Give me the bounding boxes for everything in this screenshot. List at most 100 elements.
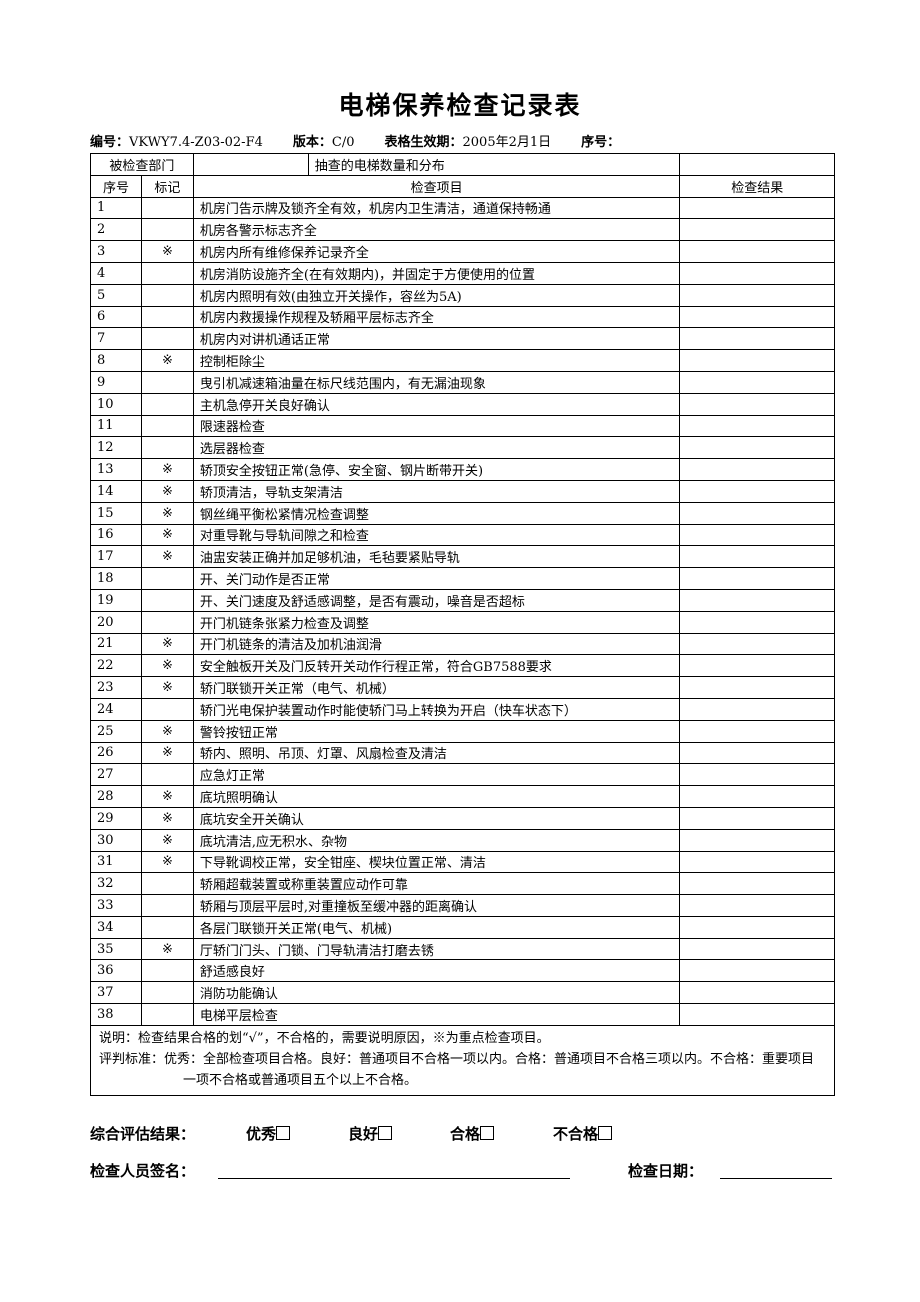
item-result (679, 501, 835, 525)
item-text: 机房内对讲机通话正常 (192, 327, 681, 351)
item-number: 11 (90, 414, 142, 438)
item-text: 开门机链条的清洁及加机油润滑 (192, 632, 681, 656)
item-text: 轿顶清洁，导轨支架清洁 (192, 479, 681, 503)
item-text: 曳引机减速箱油量在标尺线范围内，有无漏油现象 (192, 370, 681, 394)
item-mark: ※ (140, 458, 194, 481)
item-mark (140, 414, 194, 438)
meta-item: 版本：C/0 (293, 131, 355, 150)
item-row: 31 ※ 下导靴调校正常，安全钳座、楔块位置正常、清洁 (90, 850, 835, 874)
item-mark: ※ (140, 501, 194, 525)
item-mark (140, 283, 194, 307)
item-number: 30 (90, 828, 142, 852)
item-row: 4 机房消防设施齐全(在有效期内)，并固定于方便使用的位置 (90, 261, 835, 285)
item-number: 4 (90, 261, 142, 285)
item-text: 电梯平层检查 (192, 1003, 681, 1026)
note: 说明：检查结果合格的划“√”，不合格的，需要说明原因，※为重点检查项目。 (99, 1030, 550, 1046)
note: 评判标准：优秀：全部检查项目合格。良好：普通项目不合格一项以内。合格：普通项目不… (99, 1051, 815, 1088)
item-number: 24 (90, 697, 142, 721)
item-text: 机房消防设施齐全(在有效期内)，并固定于方便使用的位置 (192, 261, 681, 285)
item-text: 开、关门速度及舒适感调整，是否有震动，噪音是否超标 (192, 588, 681, 612)
meta-label: 版本： (292, 135, 332, 150)
checkbox (480, 1126, 495, 1140)
item-text: 主机急停开关良好确认 (192, 392, 681, 416)
item-mark (140, 1003, 194, 1026)
item-row: 3 ※ 机房内所有维修保养记录齐全 (90, 240, 835, 263)
item-row: 7 机房内对讲机通话正常 (90, 327, 835, 351)
item-text: 机房各警示标志齐全 (192, 218, 681, 242)
item-mark: ※ (140, 741, 194, 765)
item-text: 轿厢超载装置或称重装置应动作可靠 (192, 872, 681, 896)
item-number: 3 (90, 240, 142, 263)
item-text: 各层门联锁开关正常(电气、机械) (192, 915, 681, 939)
checkbox (598, 1126, 613, 1140)
item-number: 25 (90, 719, 142, 743)
item-mark: ※ (140, 632, 194, 656)
item-result (679, 567, 835, 590)
item-result (679, 697, 835, 721)
item-row: 37 消防功能确认 (90, 981, 835, 1005)
meta-label: 表格生效期： (384, 135, 463, 150)
item-text: 机房内所有维修保养记录齐全 (192, 240, 681, 263)
header-row: 被检查部门 抽查的电梯数量和分布 (90, 153, 835, 176)
item-result (679, 218, 835, 242)
item-result (679, 915, 835, 939)
item-result (679, 523, 835, 547)
item-result (679, 588, 835, 612)
column-header: 序号 (90, 174, 142, 198)
item-row: 25 ※ 警铃按钮正常 (90, 719, 835, 743)
item-mark: ※ (140, 785, 194, 808)
item-mark: ※ (140, 719, 194, 743)
meta-item: 序号： (581, 131, 620, 150)
item-number: 17 (90, 545, 142, 569)
item-mark (140, 959, 194, 983)
item-result (679, 240, 835, 263)
item-mark (140, 370, 194, 394)
checkbox (276, 1126, 291, 1140)
item-result (679, 894, 835, 917)
item-number: 18 (90, 567, 142, 590)
item-mark (140, 218, 194, 242)
item-text: 选层器检查 (192, 436, 681, 460)
item-mark: ※ (140, 676, 194, 699)
option-label: 优秀 (246, 1125, 277, 1143)
signature-label: 检查人员签名： (90, 1162, 196, 1180)
item-number: 20 (90, 610, 142, 634)
item-text: 安全触板开关及门反转开关动作行程正常，符合GB7588要求 (192, 654, 681, 678)
item-text: 限速器检查 (192, 414, 681, 438)
item-row: 19 开、关门速度及舒适感调整，是否有震动，噪音是否超标 (90, 588, 835, 612)
item-result (679, 937, 835, 961)
item-number: 32 (90, 872, 142, 896)
item-number: 16 (90, 523, 142, 547)
item-number: 37 (90, 981, 142, 1005)
option-label: 不合格 (553, 1125, 599, 1143)
item-result (679, 654, 835, 678)
item-text: 机房内照明有效(由独立开关操作，容丝为5A) (192, 283, 681, 307)
date-label: 检查日期： (628, 1162, 704, 1180)
item-result (679, 545, 835, 569)
meta-value: 2005年2月1日 (462, 135, 552, 150)
item-row: 6 机房内救援操作规程及轿厢平层标志齐全 (90, 305, 835, 329)
item-number: 19 (90, 588, 142, 612)
item-number: 2 (90, 218, 142, 242)
item-row: 20 开门机链条张紧力检查及调整 (90, 610, 835, 634)
item-mark (140, 915, 194, 939)
item-number: 26 (90, 741, 142, 765)
result-option: 合格 (450, 1123, 495, 1144)
item-mark: ※ (140, 349, 194, 372)
item-result (679, 872, 835, 896)
item-text: 机房门告示牌及锁齐全有效，机房内卫生清洁，通道保持畅通 (192, 196, 681, 220)
item-mark (140, 697, 194, 721)
item-number: 36 (90, 959, 142, 983)
item-row: 36 舒适感良好 (90, 959, 835, 983)
item-text: 开门机链条张紧力检查及调整 (192, 610, 681, 634)
item-result (679, 981, 835, 1005)
item-mark (140, 567, 194, 590)
item-number: 10 (90, 392, 142, 416)
item-number: 13 (90, 458, 142, 481)
item-row: 26 ※ 轿内、照明、吊顶、灯罩、风扇检查及清洁 (90, 741, 835, 765)
item-number: 38 (90, 1003, 142, 1026)
item-text: 舒适感良好 (192, 959, 681, 983)
item-mark (140, 894, 194, 917)
distribution-value (679, 153, 835, 176)
item-row: 27 应急灯正常 (90, 763, 835, 787)
